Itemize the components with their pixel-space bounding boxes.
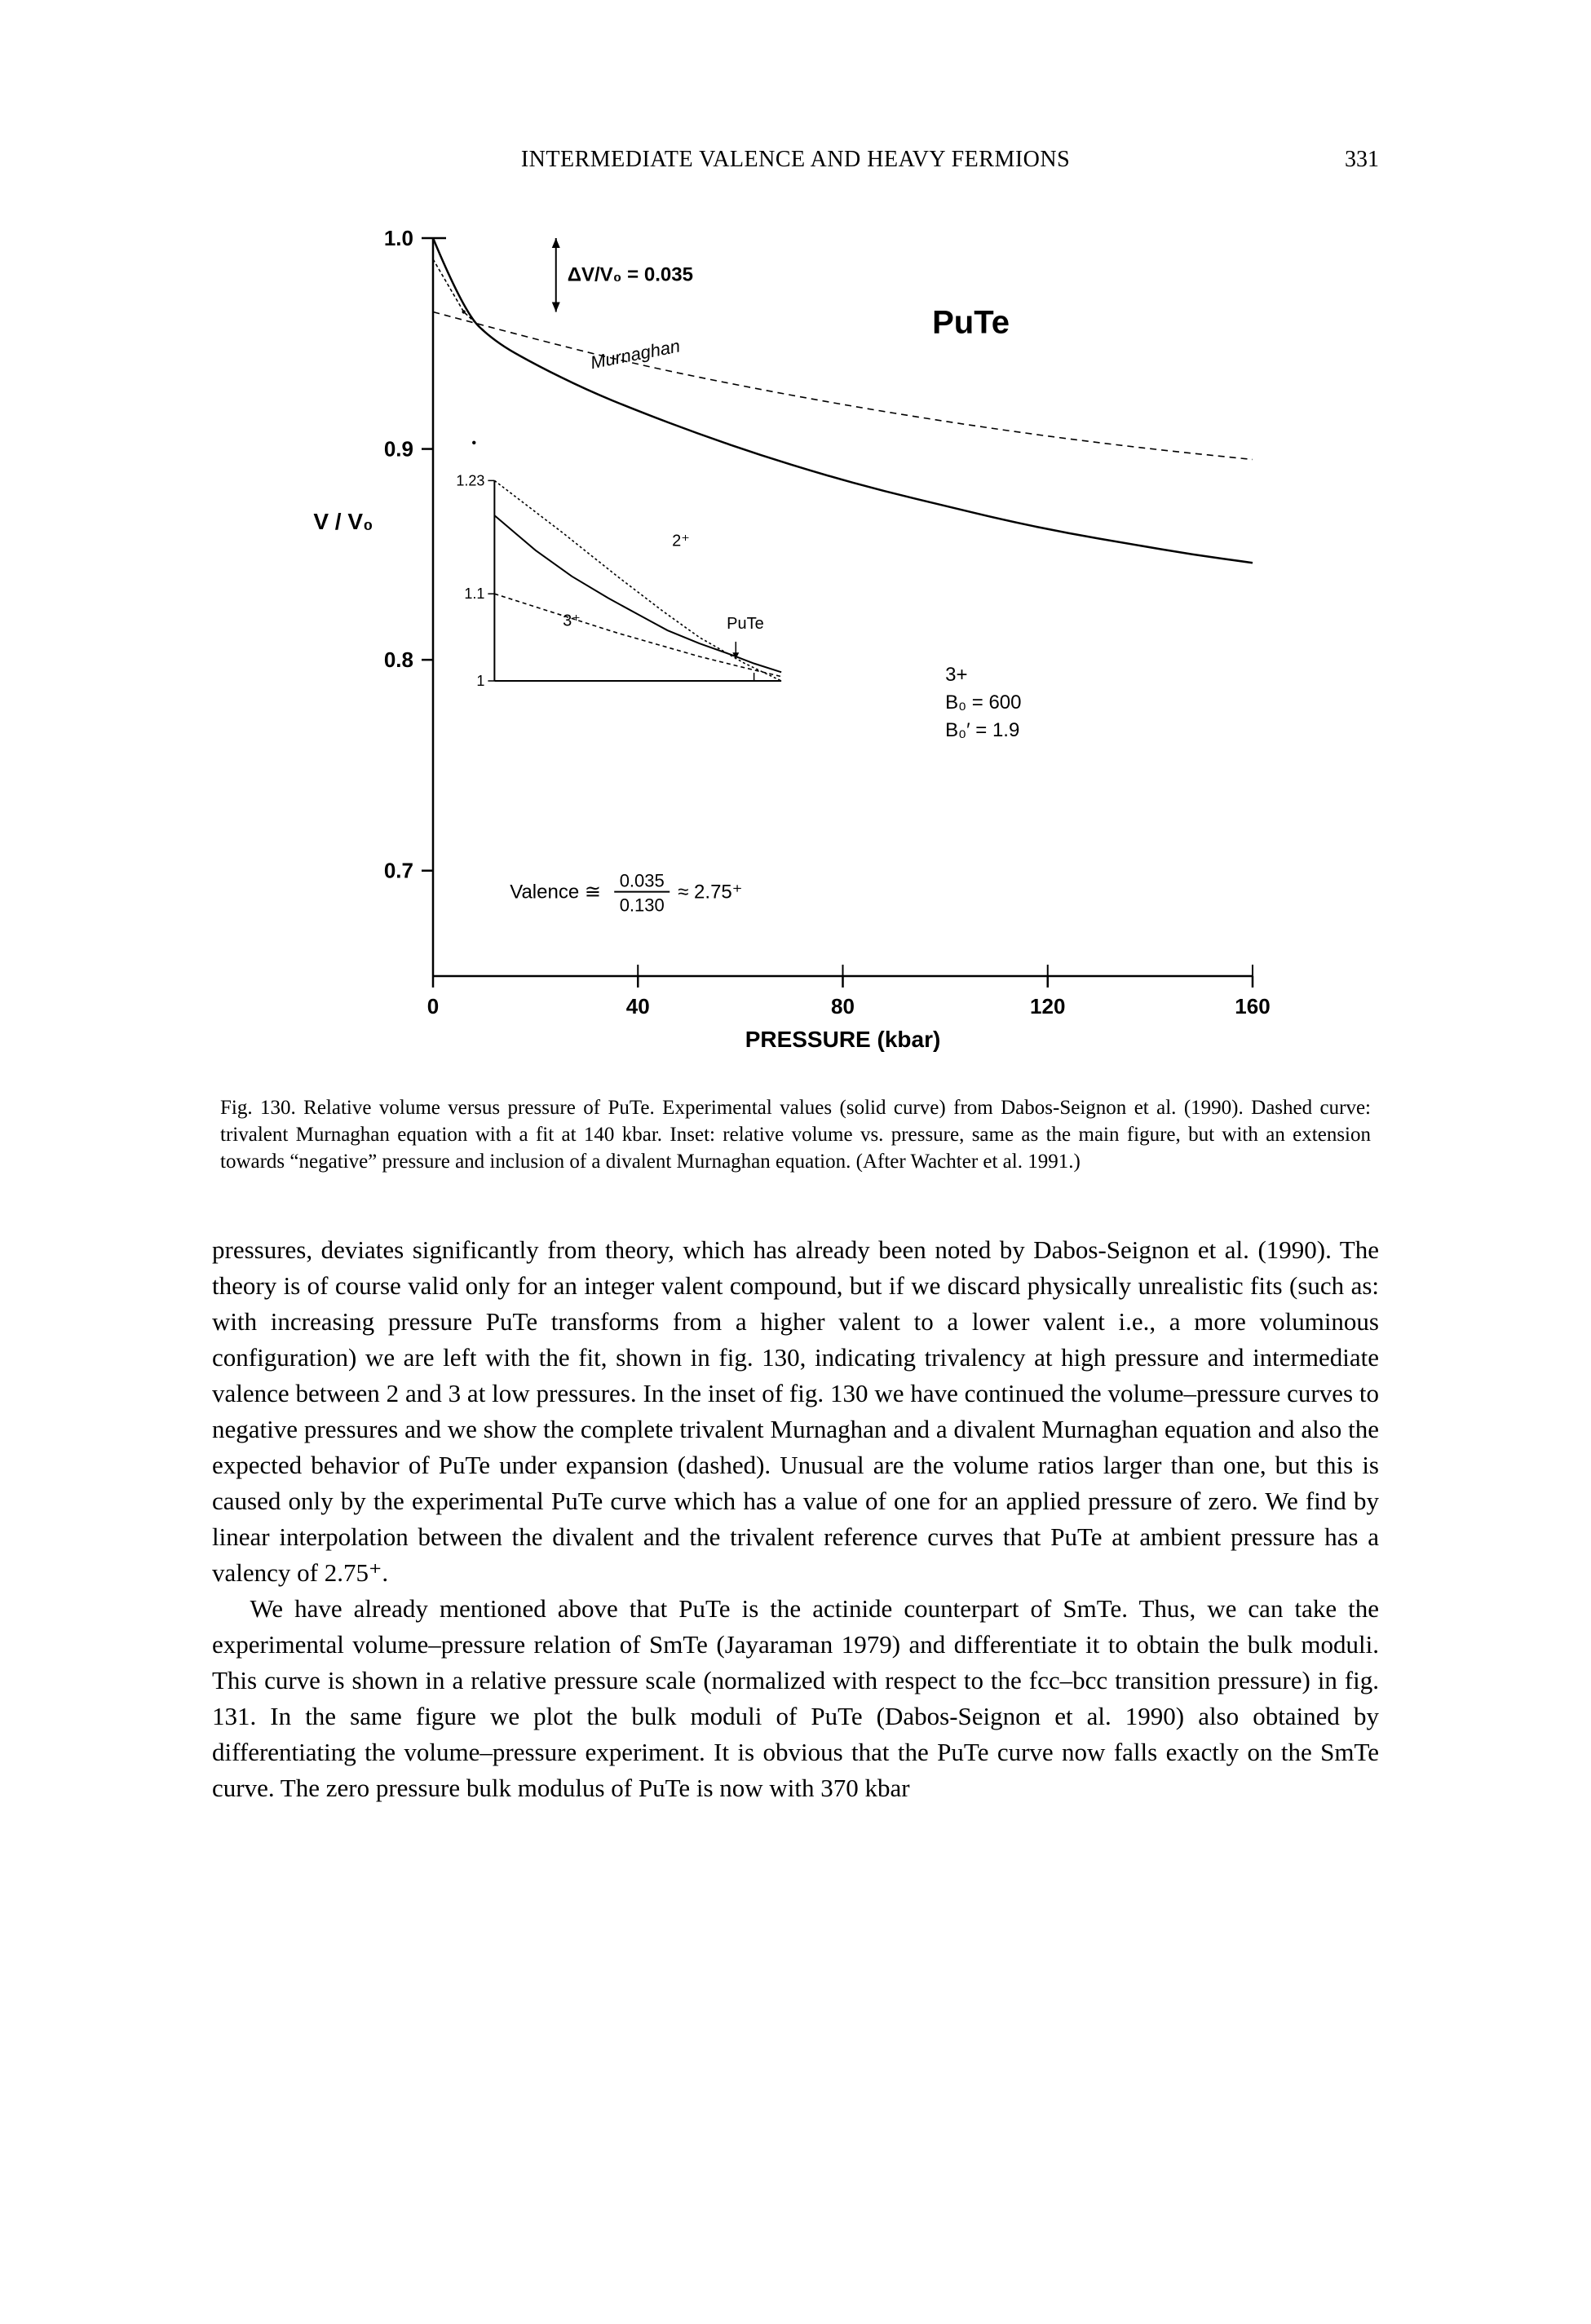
- svg-text:80: 80: [831, 994, 855, 1018]
- svg-text:0.9: 0.9: [383, 437, 413, 462]
- svg-text:1.23: 1.23: [456, 472, 484, 488]
- chart-svg: 0.7 0.8 0.9 1.0 0 40 80 120 160 V / V₀ PRESSURE (k…: [307, 222, 1285, 1070]
- paragraph-2: We have already mentioned above that PuT…: [212, 1591, 1379, 1806]
- svg-text:PRESSURE (kbar): PRESSURE (kbar): [745, 1027, 940, 1052]
- svg-text:B₀′ = 1.9: B₀′ = 1.9: [945, 719, 1019, 741]
- svg-text:PuTe: PuTe: [727, 615, 764, 633]
- svg-text:0.035: 0.035: [619, 871, 664, 891]
- header-page-number: 331: [1146, 147, 1379, 173]
- svg-text:3⁺: 3⁺: [563, 612, 581, 630]
- header-title: INTERMEDIATE VALENCE AND HEAVY FERMIONS: [445, 147, 1146, 173]
- paragraph-1: pressures, deviates significantly from t…: [212, 1232, 1379, 1591]
- svg-text:Murnaghan: Murnaghan: [588, 335, 681, 373]
- svg-text:1.1: 1.1: [464, 585, 484, 602]
- svg-text:0: 0: [426, 994, 438, 1018]
- svg-text:V / V₀: V / V₀: [313, 509, 373, 534]
- svg-text:160: 160: [1235, 994, 1270, 1018]
- figure-caption: Fig. 130. Relative volume versus pressur…: [220, 1094, 1371, 1175]
- svg-text:≈ 2.75⁺: ≈ 2.75⁺: [678, 881, 742, 904]
- svg-text:B₀ = 600: B₀ = 600: [945, 691, 1021, 714]
- svg-text:40: 40: [625, 994, 649, 1018]
- svg-text:0.7: 0.7: [383, 859, 413, 883]
- svg-text:PuTe: PuTe: [932, 304, 1010, 340]
- svg-text:Valence ≅: Valence ≅: [510, 881, 601, 904]
- svg-text:ΔV/V₀ = 0.035: ΔV/V₀ = 0.035: [567, 263, 692, 285]
- body-text: pressures, deviates significantly from t…: [212, 1232, 1379, 1806]
- svg-text:1.0: 1.0: [383, 226, 413, 250]
- svg-text:2⁺: 2⁺: [672, 532, 690, 550]
- running-head: INTERMEDIATE VALENCE AND HEAVY FERMIONS …: [212, 147, 1379, 173]
- figure-130: 0.7 0.8 0.9 1.0 0 40 80 120 160 V / V₀ PRESSURE (k…: [212, 222, 1379, 1070]
- svg-text:0.130: 0.130: [619, 895, 664, 916]
- svg-text:0.8: 0.8: [383, 647, 413, 672]
- svg-text:120: 120: [1030, 994, 1065, 1018]
- svg-text:1: 1: [476, 673, 484, 689]
- svg-text:3+: 3+: [945, 664, 967, 686]
